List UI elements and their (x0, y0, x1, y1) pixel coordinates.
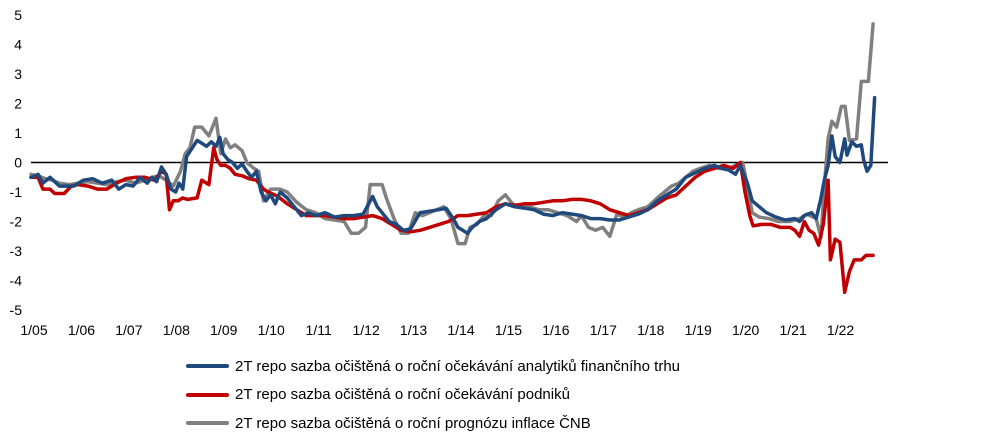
y-tick-label: -2 (10, 214, 23, 230)
y-tick-label: 3 (14, 66, 22, 82)
x-tick-label: 1/22 (827, 322, 854, 338)
x-tick-label: 1/10 (258, 322, 285, 338)
legend: 2T repo sazba očištěná o roční očekávání… (186, 352, 680, 438)
x-tick-label: 1/12 (352, 322, 379, 338)
x-tick-label: 1/16 (542, 322, 569, 338)
series-line-0 (29, 95, 877, 236)
series-line-1 (29, 146, 875, 295)
y-tick-label: 4 (14, 37, 22, 53)
x-tick-label: 1/05 (20, 322, 47, 338)
series-line-2 (29, 22, 875, 246)
x-tick-label: 1/17 (590, 322, 617, 338)
y-tick-label: -5 (10, 302, 23, 318)
y-tick-label: -4 (10, 273, 23, 289)
x-tick-label: 1/06 (68, 322, 95, 338)
legend-label-analysts: 2T repo sazba očištěná o roční očekávání… (235, 357, 680, 375)
x-axis-tick-labels: 1/05 1/06 1/07 1/08 1/09 1/10 1/11 1/12 1/13 1/14… (20, 322, 854, 338)
y-tick-label: 2 (14, 96, 22, 112)
x-tick-label: 1/19 (685, 322, 712, 338)
x-tick-label: 1/13 (400, 322, 427, 338)
x-tick-label: 1/18 (637, 322, 664, 338)
x-tick-label: 1/08 (163, 322, 190, 338)
y-tick-label: -1 (10, 184, 23, 200)
y-tick-label: 1 (14, 125, 22, 141)
legend-swatch-cnb (186, 421, 229, 426)
x-tick-label: 1/21 (779, 322, 806, 338)
x-tick-label: 1/14 (447, 322, 474, 338)
legend-label-cnb: 2T repo sazba očištěná o roční prognózu … (235, 414, 591, 432)
y-axis-tick-labels: 5 4 3 2 1 0 -1 -2 -3 -4 -5 (10, 7, 23, 318)
legend-label-firms: 2T repo sazba očištěná o roční očekávání… (235, 386, 570, 404)
x-tick-label: 1/15 (495, 322, 522, 338)
legend-swatch-firms (186, 392, 229, 397)
y-tick-label: 0 (14, 155, 22, 171)
y-tick-label: -3 (10, 243, 23, 259)
x-tick-label: 1/11 (306, 322, 332, 338)
legend-item-firms: 2T repo sazba očištěná o roční očekávání… (186, 381, 680, 410)
legend-swatch-analysts (186, 364, 229, 369)
y-tick-label: 5 (14, 7, 22, 23)
x-tick-label: 1/07 (115, 322, 142, 338)
x-tick-label: 1/20 (732, 322, 759, 338)
legend-item-analysts: 2T repo sazba očištěná o roční očekávání… (186, 352, 680, 381)
x-tick-label: 1/09 (210, 322, 237, 338)
legend-item-cnb: 2T repo sazba očištěná o roční prognózu … (186, 409, 680, 438)
series-layer (29, 22, 877, 295)
